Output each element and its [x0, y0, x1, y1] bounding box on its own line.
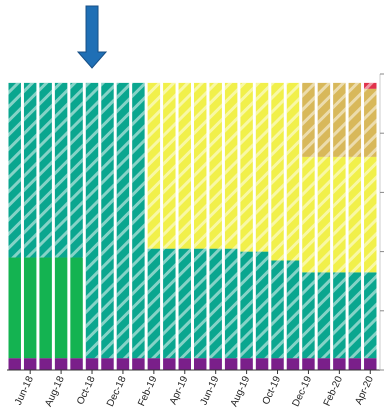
bar-hatch-Feb-19-s3 [147, 248, 161, 359]
bar-hatch-Jun-18-s3 [23, 82, 37, 258]
x-tick-label: Feb-19 [136, 374, 160, 408]
bar-hatch-Mar-19-s4 [163, 82, 176, 249]
bar-hatch-Jan-20-s5 [317, 82, 331, 157]
bar-hatch-Jan-20-s4 [317, 156, 331, 273]
bar-hatch-Jul-19-s3 [224, 248, 238, 359]
bar-segment-Jul-18-s0 [39, 358, 52, 370]
bar-segment-Aug-18-s2 [54, 257, 68, 359]
x-tick-label: Jun-19 [199, 374, 222, 407]
bar-segment-Jun-18-s2 [23, 257, 37, 359]
bar-hatch-Sep-19-s3 [255, 251, 269, 359]
x-tick-label: Aug-19 [229, 374, 253, 408]
bar-hatch-May-18-s3 [8, 82, 21, 258]
bar-hatch-Jun-19-s4 [209, 82, 222, 249]
bar-hatch-Mar-20-s4 [348, 156, 362, 273]
bars-layer [8, 82, 377, 370]
bar-segment-Sep-18-s2 [70, 257, 83, 359]
bar-hatch-Feb-20-s5 [333, 82, 346, 157]
bar-hatch-Dec-19-s4 [302, 156, 315, 273]
bar-segment-Jul-18-s2 [39, 257, 52, 359]
bar-hatch-Oct-19-s4 [271, 82, 284, 261]
bar-segment-Apr-20-s0 [364, 358, 377, 370]
x-tick-label: Jun-18 [13, 374, 36, 407]
bar-segment-Mar-20-s0 [348, 358, 362, 370]
x-tick-label: Apr-20 [353, 374, 376, 406]
bar-hatch-Aug-19-s3 [240, 251, 253, 359]
bar-segment-Jun-19-s0 [209, 358, 222, 370]
bar-hatch-Feb-20-s4 [333, 156, 346, 273]
bar-hatch-Apr-19-s3 [178, 248, 191, 359]
bar-segment-Nov-19-s0 [286, 358, 300, 370]
bar-segment-Aug-18-s0 [54, 358, 68, 370]
bar-segment-Sep-18-s0 [70, 358, 83, 370]
bar-segment-May-18-s2 [8, 257, 21, 359]
bar-hatch-Mar-20-s5 [348, 82, 362, 157]
bar-hatch-Sep-18-s3 [70, 82, 83, 258]
bar-segment-May-18-s0 [8, 358, 21, 370]
bar-hatch-Apr-20-s5 [364, 88, 377, 157]
bar-segment-Jan-20-s0 [317, 358, 331, 370]
bar-segment-Feb-19-s0 [147, 358, 161, 370]
bar-hatch-Mar-20-s3 [348, 272, 362, 359]
x-tick-label: Oct-19 [261, 374, 284, 406]
bar-hatch-Apr-20-s6 [364, 82, 377, 89]
bar-hatch-Nov-19-s3 [286, 260, 300, 359]
x-tick-label: Dec-19 [291, 374, 315, 408]
bar-hatch-Nov-18-s3 [101, 82, 114, 359]
bar-segment-Mar-19-s0 [163, 358, 176, 370]
bar-hatch-Dec-18-s3 [116, 82, 130, 359]
bar-hatch-Jan-19-s3 [132, 82, 145, 359]
bar-hatch-Apr-20-s4 [364, 156, 377, 273]
bar-segment-Sep-19-s0 [255, 358, 269, 370]
bar-hatch-Jul-19-s4 [224, 82, 238, 249]
bar-hatch-May-19-s3 [194, 248, 207, 359]
bar-segment-Jun-18-s0 [23, 358, 37, 370]
bar-segment-Aug-19-s0 [240, 358, 253, 370]
bar-hatch-Oct-18-s3 [85, 82, 99, 359]
bar-hatch-Aug-19-s4 [240, 82, 253, 252]
bar-segment-May-19-s0 [194, 358, 207, 370]
bar-segment-Apr-19-s0 [178, 358, 191, 370]
bar-segment-Jan-19-s0 [132, 358, 145, 370]
x-ticks-layer: Jun-18 Aug-18 Oct-18 Dec-18 Feb-19 Apr-19 Jun-… [13, 370, 376, 408]
bar-segment-Feb-20-s0 [333, 358, 346, 370]
down-arrow-icon [76, 5, 108, 69]
annotation-layer [76, 5, 108, 69]
bar-hatch-Nov-19-s4 [286, 82, 300, 261]
x-tick-label: Feb-20 [322, 374, 346, 408]
axes-layer [7, 73, 384, 371]
x-tick-label: Apr-19 [168, 374, 191, 406]
x-tick-label: Oct-18 [75, 374, 98, 406]
bar-hatch-Apr-20-s3 [364, 272, 377, 359]
bar-segment-Oct-19-s0 [271, 358, 284, 370]
bar-segment-Jul-19-s0 [224, 358, 238, 370]
bar-hatch-Feb-20-s3 [333, 272, 346, 359]
bar-hatch-Jul-18-s3 [39, 82, 52, 258]
bar-segment-Nov-18-s0 [101, 358, 114, 370]
x-tick-label: Aug-18 [43, 374, 67, 408]
bar-segment-Oct-18-s0 [85, 358, 99, 370]
bar-hatch-Jun-19-s3 [209, 248, 222, 359]
bar-hatch-Dec-19-s5 [302, 82, 315, 157]
bar-segment-Dec-19-s0 [302, 358, 315, 370]
bar-hatch-May-19-s4 [194, 82, 207, 249]
bar-hatch-Aug-18-s3 [54, 82, 68, 258]
bar-segment-Dec-18-s0 [116, 358, 130, 370]
bar-hatch-Apr-19-s4 [178, 82, 191, 249]
bar-hatch-Feb-19-s4 [147, 82, 161, 249]
bar-hatch-Oct-19-s3 [271, 260, 284, 359]
bar-hatch-Dec-19-s3 [302, 272, 315, 359]
bar-hatch-Mar-19-s3 [163, 248, 176, 359]
bar-hatch-Sep-19-s4 [255, 82, 269, 252]
bar-hatch-Jan-20-s3 [317, 272, 331, 359]
x-tick-label: Dec-18 [105, 374, 129, 408]
